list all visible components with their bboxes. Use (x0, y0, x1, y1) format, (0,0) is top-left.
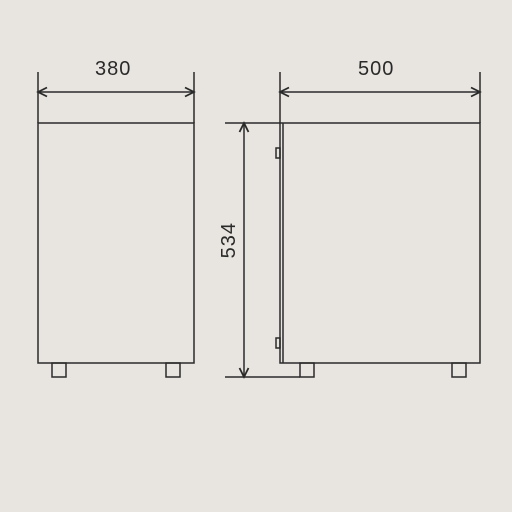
side-height-dimension: 534 (218, 222, 241, 258)
technical-drawing: 380 500 534 (0, 0, 512, 512)
front-width-dimension: 380 (95, 58, 131, 81)
drawing-svg (0, 0, 512, 512)
side-width-dimension: 500 (358, 58, 394, 81)
